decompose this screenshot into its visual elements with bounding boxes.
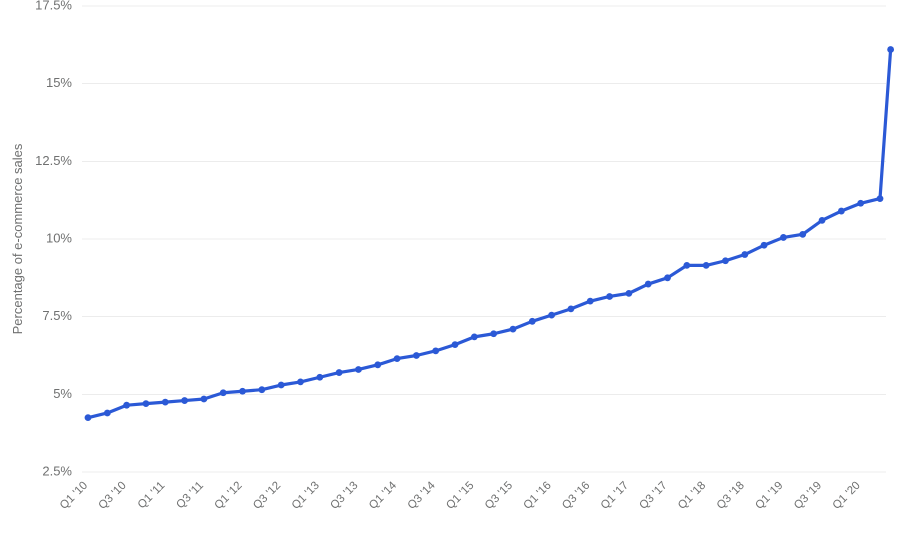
chart-canvas: 2.5% 5% 7.5% 10% 12.5% 15% 17.5% Percentage of … xyxy=(0,0,904,554)
y-tick-label: 5% xyxy=(53,386,72,401)
y-tick-label: 7.5% xyxy=(42,308,72,323)
series-marker xyxy=(568,306,575,313)
series-marker xyxy=(490,330,497,337)
y-tick-label: 2.5% xyxy=(42,463,72,478)
series-marker xyxy=(452,341,459,348)
series-marker xyxy=(877,195,884,202)
series-marker xyxy=(278,382,285,389)
series-marker xyxy=(857,200,864,207)
series-marker xyxy=(355,366,362,373)
series-marker xyxy=(722,257,729,264)
series-marker xyxy=(606,293,613,300)
series-marker xyxy=(374,361,381,368)
series-marker xyxy=(819,217,826,224)
y-tick-label: 12.5% xyxy=(35,153,72,168)
series-marker xyxy=(587,298,594,305)
y-tick-label: 17.5% xyxy=(35,0,72,12)
series-marker xyxy=(432,347,439,354)
series-marker xyxy=(104,410,111,417)
line-chart: 2.5% 5% 7.5% 10% 12.5% 15% 17.5% Percentage of … xyxy=(0,0,904,554)
series-marker xyxy=(471,333,478,340)
series-marker xyxy=(683,262,690,269)
y-tick-label: 10% xyxy=(46,230,72,245)
series-marker xyxy=(85,414,92,421)
series-marker xyxy=(625,290,632,297)
series-marker xyxy=(316,374,323,381)
series-marker xyxy=(220,389,227,396)
series-marker xyxy=(887,46,894,53)
series-marker xyxy=(239,388,246,395)
series-marker xyxy=(741,251,748,258)
series-marker xyxy=(838,208,845,215)
series-marker xyxy=(703,262,710,269)
series-marker xyxy=(799,231,806,238)
series-marker xyxy=(664,274,671,281)
series-marker xyxy=(761,242,768,249)
series-marker xyxy=(645,281,652,288)
series-marker xyxy=(201,396,208,403)
series-marker xyxy=(336,369,343,376)
series-marker xyxy=(780,234,787,241)
series-marker xyxy=(394,355,401,362)
series-marker xyxy=(143,400,150,407)
series-marker xyxy=(510,326,517,333)
series-marker xyxy=(413,352,420,359)
series-marker xyxy=(297,379,304,386)
series-marker xyxy=(162,399,169,406)
series-marker xyxy=(181,397,188,404)
series-marker xyxy=(123,402,130,409)
series-marker xyxy=(548,312,555,319)
series-marker xyxy=(529,318,536,325)
y-axis-label: Percentage of e-commerce sales xyxy=(10,143,25,334)
series-marker xyxy=(258,386,265,393)
y-tick-label: 15% xyxy=(46,75,72,90)
